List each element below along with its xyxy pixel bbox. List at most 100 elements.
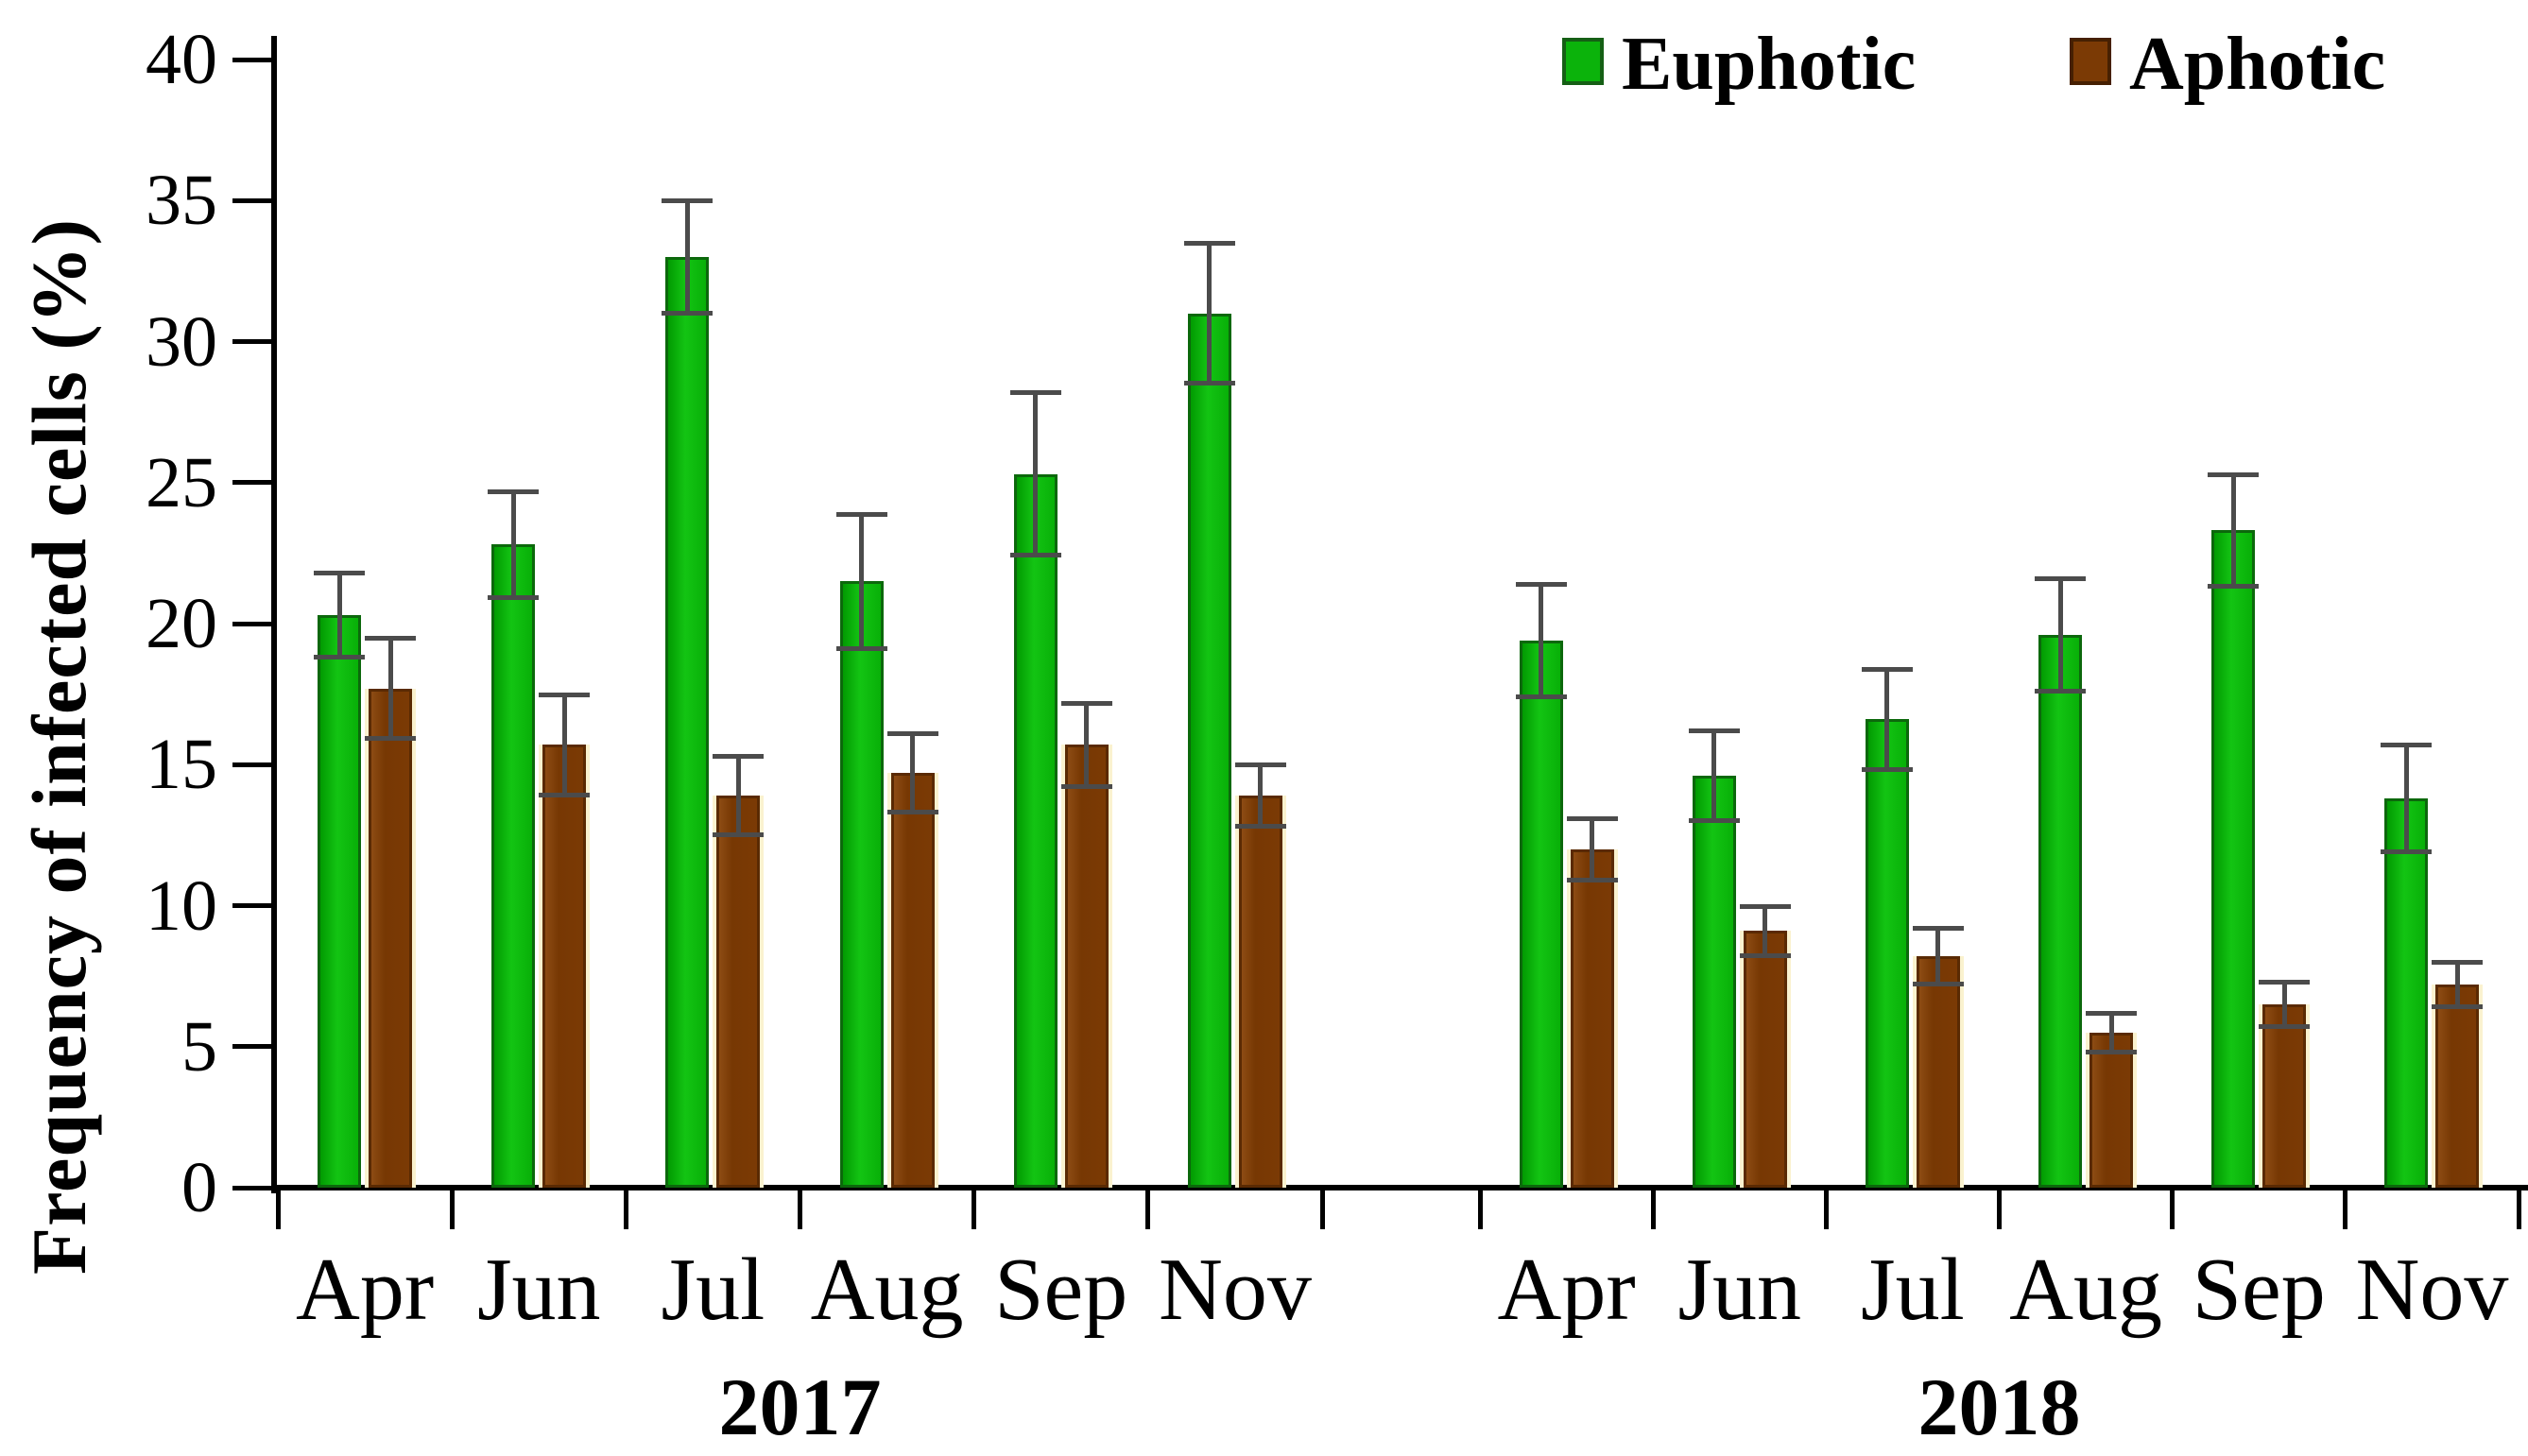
- aphotic-bar-2017-Nov: [1238, 796, 1282, 1188]
- error-bar-line-2018-Nov-euphotic: [2403, 745, 2409, 852]
- x-tick: [275, 1188, 281, 1229]
- error-bar-cap-bottom-2017-Sep-aphotic: [1060, 784, 1112, 790]
- y-axis-line: [271, 36, 277, 1193]
- aphotic-bar-2018-Aug: [2089, 1032, 2134, 1188]
- error-bar-cap-top-2017-Aug-aphotic: [886, 731, 938, 737]
- error-bar-cap-top-2018-Aug-euphotic: [2035, 576, 2087, 582]
- y-tick: [232, 57, 274, 62]
- error-bar-cap-bottom-2017-Sep-euphotic: [1009, 553, 1061, 558]
- aphotic-bar-2017-Apr: [369, 688, 413, 1188]
- aphotic-bar-2018-Sep: [2262, 1003, 2307, 1188]
- error-bar-cap-top-2018-Sep-euphotic: [2208, 471, 2260, 477]
- x-tick: [449, 1188, 455, 1229]
- x-tick: [623, 1188, 628, 1229]
- error-bar-line-2017-Aug-euphotic: [859, 513, 865, 649]
- euphotic-bar-2017-Sep: [1013, 473, 1058, 1188]
- error-bar-cap-bottom-2017-Nov-aphotic: [1234, 823, 1286, 829]
- x-axis-line: [271, 1185, 2528, 1190]
- aphotic-bar-2018-Apr: [1570, 848, 1614, 1188]
- error-bar-line-2018-Nov-aphotic: [2454, 962, 2460, 1007]
- euphotic-bar-2018-Jun: [1692, 776, 1736, 1188]
- error-bar-cap-top-2017-Jul-aphotic: [713, 754, 765, 760]
- error-bar-cap-bottom-2018-Aug-euphotic: [2035, 688, 2087, 694]
- aphotic-bar-2018-Nov: [2435, 985, 2480, 1188]
- error-bar-cap-top-2017-Apr-euphotic: [314, 571, 366, 576]
- error-bar-cap-top-2017-Nov-aphotic: [1234, 762, 1286, 768]
- error-bar-line-2017-Nov-euphotic: [1207, 243, 1212, 385]
- error-bar-cap-bottom-2017-Aug-aphotic: [886, 809, 938, 814]
- euphotic-bar-2018-Aug: [2038, 634, 2083, 1188]
- month-label-Nov-2017: Nov: [1158, 1241, 1312, 1339]
- month-label-Sep-2018: Sep: [2192, 1241, 2326, 1339]
- x-tick: [972, 1188, 977, 1229]
- error-bar-cap-bottom-2018-Sep-euphotic: [2208, 584, 2260, 590]
- month-label-Aug-2018: Aug: [2009, 1241, 2163, 1339]
- month-label-Apr-2018: Apr: [1497, 1241, 1636, 1339]
- error-bar-cap-bottom-2017-Jun-aphotic: [539, 793, 591, 798]
- y-tick-label-0: 0: [181, 1148, 217, 1227]
- y-tick: [232, 1044, 274, 1050]
- euphotic-bar-2017-Jul: [665, 256, 710, 1188]
- aphotic-bar-2018-Jun: [1743, 931, 1787, 1188]
- error-bar-cap-bottom-2017-Aug-euphotic: [835, 645, 887, 651]
- error-bar-line-2018-Sep-euphotic: [2230, 473, 2236, 588]
- y-tick: [232, 197, 274, 203]
- error-bar-cap-top-2018-Jun-aphotic: [1739, 903, 1791, 909]
- error-bar-line-2018-Jun-aphotic: [1763, 905, 1768, 957]
- error-bar-cap-top-2017-Sep-euphotic: [1009, 390, 1061, 396]
- error-bar-line-2018-Jun-euphotic: [1711, 730, 1717, 821]
- euphotic-bar-2017-Apr: [318, 615, 362, 1188]
- euphotic-bar-2018-Nov: [2384, 798, 2429, 1188]
- euphotic-bar-2018-Sep: [2211, 530, 2256, 1188]
- x-tick: [2516, 1188, 2521, 1229]
- month-label-Jun-2017: Jun: [476, 1241, 601, 1339]
- month-label-Jul-2017: Jul: [661, 1241, 765, 1339]
- error-bar-cap-top-2017-Nov-euphotic: [1183, 241, 1235, 247]
- error-bar-cap-bottom-2018-Nov-aphotic: [2432, 1003, 2484, 1009]
- error-bar-cap-top-2018-Apr-euphotic: [1515, 582, 1567, 588]
- error-bar-cap-bottom-2017-Jul-euphotic: [662, 310, 714, 316]
- month-label-Jun-2018: Jun: [1677, 1241, 1802, 1339]
- error-bar-cap-bottom-2018-Jul-aphotic: [1912, 982, 1964, 987]
- euphotic-bar-2017-Nov: [1187, 313, 1231, 1188]
- error-bar-line-2018-Aug-aphotic: [2108, 1012, 2114, 1053]
- euphotic-bar-2017-Jun: [491, 544, 536, 1188]
- error-bar-cap-bottom-2017-Jul-aphotic: [713, 831, 765, 837]
- y-tick: [232, 621, 274, 626]
- x-tick: [1319, 1188, 1325, 1229]
- error-bar-line-2017-Apr-euphotic: [336, 573, 342, 658]
- x-tick: [2170, 1188, 2175, 1229]
- error-bar-cap-bottom-2018-Apr-euphotic: [1515, 694, 1567, 699]
- x-tick: [1145, 1188, 1151, 1229]
- euphotic-bar-2018-Apr: [1519, 640, 1563, 1188]
- year-label-2018: 2018: [1917, 1362, 2081, 1452]
- y-tick-label-30: 30: [146, 301, 217, 382]
- error-bar-cap-bottom-2018-Jun-euphotic: [1688, 817, 1740, 823]
- error-bar-cap-bottom-2017-Nov-euphotic: [1183, 381, 1235, 386]
- aphotic-legend-swatch-icon: [2070, 38, 2111, 85]
- y-tick-label-20: 20: [146, 584, 217, 663]
- y-tick: [232, 903, 274, 908]
- y-tick-label-40: 40: [146, 20, 217, 99]
- aphotic-bar-2017-Jul: [716, 796, 761, 1188]
- error-bar-cap-top-2018-Jul-euphotic: [1861, 666, 1913, 672]
- error-bar-line-2017-Sep-euphotic: [1033, 392, 1039, 557]
- y-tick: [232, 762, 274, 767]
- error-bar-line-2017-Jun-euphotic: [510, 490, 516, 599]
- error-bar-line-2018-Apr-aphotic: [1590, 817, 1595, 881]
- month-label-Apr-2017: Apr: [295, 1241, 435, 1339]
- error-bar-cap-bottom-2017-Apr-aphotic: [365, 736, 417, 742]
- euphotic-legend-label: Euphotic: [1622, 23, 1917, 106]
- error-bar-line-2017-Jun-aphotic: [561, 694, 567, 797]
- error-bar-cap-top-2017-Jun-aphotic: [539, 692, 591, 697]
- error-bar-line-2017-Jul-aphotic: [735, 756, 741, 835]
- aphotic-bar-2017-Aug: [890, 773, 935, 1188]
- error-bar-cap-bottom-2018-Jul-euphotic: [1861, 767, 1913, 773]
- error-bar-cap-bottom-2018-Apr-aphotic: [1566, 877, 1618, 882]
- y-tick: [232, 480, 274, 486]
- y-tick-label-10: 10: [146, 865, 217, 946]
- y-tick: [232, 1185, 274, 1190]
- error-bar-line-2018-Aug-euphotic: [2057, 578, 2063, 692]
- error-bar-cap-top-2018-Jul-aphotic: [1912, 926, 1964, 932]
